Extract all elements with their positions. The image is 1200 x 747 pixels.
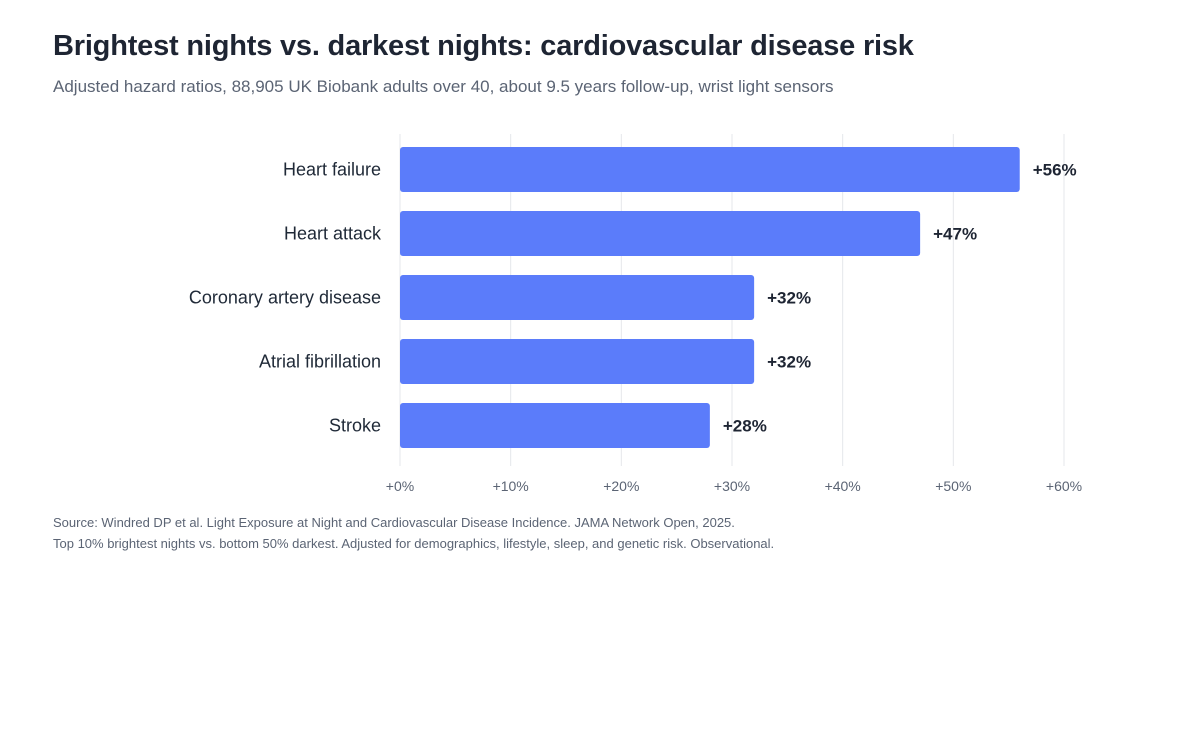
chart-subtitle: Adjusted hazard ratios, 88,905 UK Bioban…	[53, 77, 834, 96]
x-tick-label: +10%	[493, 478, 529, 494]
source-note: Source: Windred DP et al. Light Exposure…	[53, 515, 735, 530]
x-tick-label: +30%	[714, 478, 750, 494]
x-tick-label: +20%	[603, 478, 639, 494]
x-tick-label: +50%	[935, 478, 971, 494]
bar	[400, 403, 710, 448]
value-label: +56%	[1033, 161, 1077, 180]
value-label: +28%	[723, 417, 767, 436]
x-tick-label: +60%	[1046, 478, 1082, 494]
category-label: Stroke	[329, 416, 381, 436]
category-label: Heart attack	[284, 224, 382, 244]
bar	[400, 275, 755, 320]
labels: +0% +10% +20% +30% +40% +50% +60% Heart failure…	[189, 160, 1082, 495]
bar	[400, 339, 755, 384]
bar	[400, 147, 1020, 192]
value-label: +47%	[933, 225, 977, 244]
bars	[400, 147, 1020, 448]
value-label: +32%	[767, 353, 811, 372]
category-label: Heart failure	[283, 160, 381, 180]
category-label: Atrial fibrillation	[259, 352, 381, 372]
x-tick-label: +0%	[386, 478, 414, 494]
value-label: +32%	[767, 289, 811, 308]
category-label: Coronary artery disease	[189, 288, 381, 308]
chart-title: Brightest nights vs. darkest nights: car…	[53, 30, 914, 62]
footnotes: Source: Windred DP et al. Light Exposure…	[53, 512, 774, 554]
bar	[400, 211, 921, 256]
method-note: Top 10% brightest nights vs. bottom 50% …	[53, 536, 775, 551]
x-tick-label: +40%	[825, 478, 861, 494]
